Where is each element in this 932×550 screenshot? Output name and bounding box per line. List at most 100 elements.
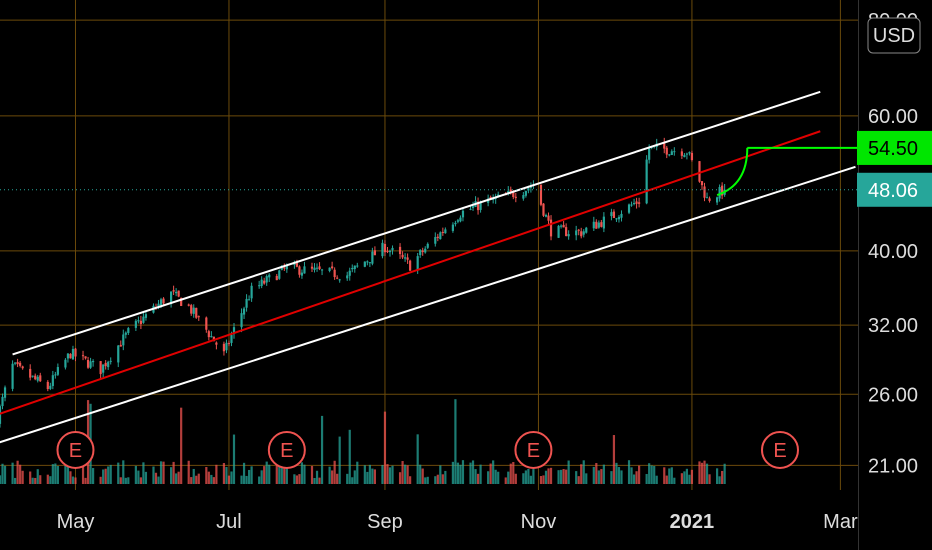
candle-body [680, 151, 683, 156]
candle-body [630, 204, 633, 206]
candle-body [715, 197, 719, 203]
candle-body [172, 290, 175, 292]
candle-body [124, 332, 127, 335]
x-tick-label: Mar [823, 511, 858, 533]
channel-lower-line[interactable] [0, 165, 856, 444]
earnings-marker[interactable] [761, 431, 799, 469]
volume-bar [250, 466, 253, 484]
volume-bar [632, 474, 636, 484]
candle-body [142, 316, 145, 323]
volume-bar [562, 469, 565, 484]
candle-body [187, 304, 190, 306]
volume-bar [386, 464, 389, 484]
volume-bar [351, 477, 354, 484]
time-axis[interactable]: May Jul Sep Nov 2021 Mar [57, 511, 858, 533]
volume-bar [318, 477, 321, 484]
channel-upper-line[interactable] [12, 90, 821, 356]
candle-body [34, 375, 37, 380]
currency-button[interactable]: USD [867, 17, 921, 54]
candle-body [426, 243, 429, 248]
candle-body [421, 250, 424, 253]
volume-bar [708, 474, 711, 484]
volume-bar [492, 460, 495, 484]
volume-bar [549, 467, 553, 484]
candle-body [424, 248, 427, 253]
candle-body [278, 270, 281, 279]
volume-bar [230, 471, 233, 484]
volume-bar [416, 434, 419, 484]
volume-bar [721, 470, 724, 484]
candle-body [139, 320, 143, 325]
volume-bar [559, 469, 563, 484]
channel-middle-line[interactable] [0, 130, 821, 415]
volume-bar [280, 466, 283, 484]
candle-body [351, 267, 354, 270]
volume-bar [602, 464, 605, 484]
candle-body [708, 198, 711, 201]
candle-body [54, 374, 57, 376]
volume-bar [71, 476, 75, 484]
volume-bar [688, 474, 691, 484]
candle-body [39, 375, 42, 382]
volume-bar [363, 465, 366, 484]
candle-body [242, 308, 246, 315]
volume-bar [645, 473, 648, 484]
candle-body [293, 263, 296, 265]
volume-bar [487, 471, 490, 484]
volume-bar [336, 473, 339, 484]
volume-bar [81, 465, 85, 484]
volume-bar [215, 464, 218, 484]
candle-body [373, 250, 377, 256]
candle-body [627, 204, 631, 213]
volume-bar [137, 470, 140, 484]
candle-body [512, 192, 515, 198]
volume-bar [333, 460, 336, 484]
candle-body [51, 375, 54, 386]
volume-bar [119, 477, 122, 484]
candle-body [459, 217, 462, 222]
volume-bar [670, 467, 673, 484]
candle-body [19, 362, 22, 366]
candle-body [283, 267, 286, 269]
volume-bar [409, 476, 412, 484]
x-tick-label: May [57, 511, 95, 533]
candle-body [368, 262, 371, 264]
volume-bar [705, 463, 709, 484]
volume-bar [398, 472, 402, 484]
volume-bar [388, 467, 392, 484]
volume-bar [16, 460, 19, 484]
volume-bar [532, 469, 535, 484]
volume-bar [187, 460, 190, 484]
candle-body [439, 232, 442, 240]
candle-body [565, 227, 568, 237]
target-projection-curve[interactable] [716, 147, 749, 197]
candle-body [0, 406, 2, 424]
volume-bar [454, 399, 457, 484]
earnings-marker[interactable] [267, 431, 306, 469]
y-tick-label: 26.00 [868, 384, 918, 406]
candle-body [99, 361, 102, 375]
volume-bar [175, 473, 178, 484]
volume-bar [582, 460, 585, 484]
candle-body [602, 216, 605, 229]
candle-body [635, 201, 638, 204]
earnings-marker[interactable] [56, 431, 95, 469]
earnings-marker[interactable] [514, 431, 553, 469]
candle-body [91, 361, 95, 363]
volume-bar [685, 468, 689, 484]
volume-bar [177, 471, 180, 484]
volume-bar [84, 477, 87, 484]
candle-body [698, 161, 701, 182]
candle-body [250, 285, 253, 299]
y-tick-label: 40.00 [868, 241, 918, 263]
volume-bar [700, 462, 704, 484]
volume-bar [630, 467, 633, 484]
candle-body [74, 348, 77, 357]
volume-bar [509, 463, 512, 484]
volume-bar [441, 474, 444, 484]
candle-body [109, 360, 112, 362]
candle-body [84, 356, 87, 359]
volume-bar [139, 477, 143, 484]
